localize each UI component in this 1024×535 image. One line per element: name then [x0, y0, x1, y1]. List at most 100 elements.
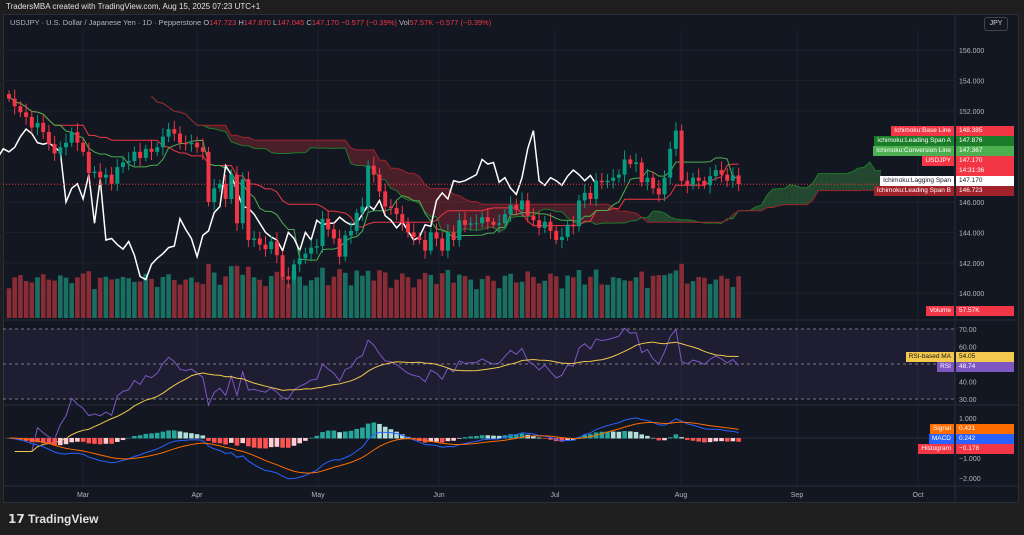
- volume-bar: [303, 285, 308, 318]
- ichimoku-cloud-segment: [778, 188, 785, 206]
- candle-body: [440, 238, 445, 251]
- price-label: 147.170: [956, 176, 1014, 186]
- candle-body: [565, 224, 570, 237]
- legend-label: Signal: [929, 424, 954, 434]
- ichimoku-cloud-segment: [402, 170, 408, 201]
- ichimoku-cloud-segment: [311, 140, 317, 149]
- tradingview-logo[interactable]: 𝟭𝟳 TradingView: [8, 512, 99, 526]
- candle-body: [605, 180, 610, 183]
- x-tick-label: Jun: [433, 492, 444, 499]
- macd-histogram-bar: [46, 438, 52, 445]
- candle-body: [143, 148, 148, 158]
- volume-bar: [639, 271, 644, 318]
- ichimoku-cloud-segment: [801, 187, 807, 205]
- volume-bar: [257, 279, 263, 318]
- candle-body: [673, 130, 678, 149]
- volume-bar: [286, 284, 291, 318]
- volume-bar: [405, 277, 411, 318]
- macd-histogram-bar: [656, 438, 662, 441]
- macd-histogram-bar: [172, 430, 177, 439]
- macd-histogram-bar: [103, 438, 109, 444]
- macd-histogram-bar: [696, 438, 701, 442]
- ichimoku-cloud-segment: [812, 173, 819, 201]
- candle-body: [35, 122, 40, 128]
- candle-body: [138, 151, 143, 158]
- volume-bar: [183, 279, 188, 318]
- rsi-line: [14, 327, 739, 452]
- ichimoku-cloud-segment: [259, 140, 266, 149]
- macd-histogram-bar: [713, 438, 719, 442]
- volume-bar: [445, 269, 451, 318]
- ichimoku-cloud-segment: [681, 219, 688, 223]
- macd-histogram-bar: [194, 434, 200, 439]
- candle-body: [497, 223, 502, 225]
- ichimoku-cloud-segment: [294, 140, 300, 153]
- candle-body: [713, 170, 718, 177]
- macd-histogram-bar: [360, 427, 365, 439]
- chart-panel[interactable]: [3, 14, 1019, 503]
- macd-histogram-bar: [137, 435, 143, 439]
- macd-histogram-bar: [724, 438, 730, 442]
- ichimoku-cloud-segment: [499, 204, 505, 232]
- ichimoku-cloud-segment: [322, 140, 329, 149]
- candle-body: [491, 221, 496, 225]
- candle-body: [457, 220, 462, 240]
- candle-body: [263, 244, 268, 250]
- macd-histogram-bar: [132, 436, 137, 439]
- signal-line: [8, 421, 739, 474]
- volume-bar: [177, 284, 183, 318]
- volume-bar: [149, 278, 154, 318]
- volume-bar: [160, 276, 166, 318]
- open-label: O: [203, 18, 210, 27]
- volume-bar: [75, 277, 80, 318]
- macd-histogram-bar: [702, 438, 707, 443]
- volume-bar: [553, 276, 559, 318]
- volume-bar: [246, 266, 251, 318]
- candle-body: [451, 232, 456, 240]
- candle-body: [246, 179, 251, 240]
- ichimoku-cloud-segment: [442, 188, 448, 232]
- ichimoku-cloud-segment: [482, 204, 488, 230]
- candle-body: [696, 177, 701, 181]
- candle-body: [314, 246, 319, 248]
- legend-label: RSI-based MA: [905, 352, 954, 362]
- candle-body: [52, 144, 57, 154]
- macd-histogram-bar: [599, 431, 605, 439]
- volume-bar: [571, 277, 576, 318]
- macd-histogram-bar: [496, 435, 502, 439]
- low-label: L: [273, 18, 278, 27]
- macd-histogram-bar: [314, 435, 320, 439]
- ichimoku-cloud-segment: [333, 140, 340, 149]
- ichimoku-cloud-segment: [237, 135, 243, 146]
- ichimoku-cloud-segment: [476, 201, 483, 231]
- macd-histogram-bar: [445, 438, 451, 442]
- ichimoku-cloud-segment: [824, 173, 830, 191]
- candle-body: [109, 174, 114, 184]
- ichimoku-cloud-segment: [254, 140, 260, 149]
- macd-histogram-bar: [58, 438, 63, 446]
- volume-bar: [685, 283, 690, 318]
- candle-body: [571, 224, 576, 227]
- volume-value: 57.57K: [409, 18, 434, 27]
- macd-histogram-bar: [126, 437, 131, 439]
- volume-bar: [80, 273, 86, 318]
- volume-bar: [280, 274, 285, 318]
- macd-histogram-bar: [628, 431, 633, 439]
- macd-histogram-bar: [610, 431, 616, 439]
- candle-body: [394, 208, 399, 215]
- candle-body: [81, 142, 86, 152]
- currency-button[interactable]: JPY: [984, 17, 1008, 31]
- macd-histogram-bar: [92, 438, 97, 444]
- volume-bar: [536, 283, 542, 318]
- candle-body: [656, 188, 661, 195]
- volume-bar: [514, 282, 519, 318]
- volume-bar: [348, 285, 354, 318]
- volume-bar: [331, 276, 337, 318]
- candle-body: [297, 258, 302, 265]
- price-tick-label: 146.000: [959, 200, 984, 207]
- ichimoku-cloud-segment: [618, 211, 625, 223]
- volume-bar: [599, 284, 605, 318]
- macd-histogram-bar: [428, 438, 434, 442]
- volume-bar: [673, 270, 679, 318]
- volume-bar: [371, 280, 377, 318]
